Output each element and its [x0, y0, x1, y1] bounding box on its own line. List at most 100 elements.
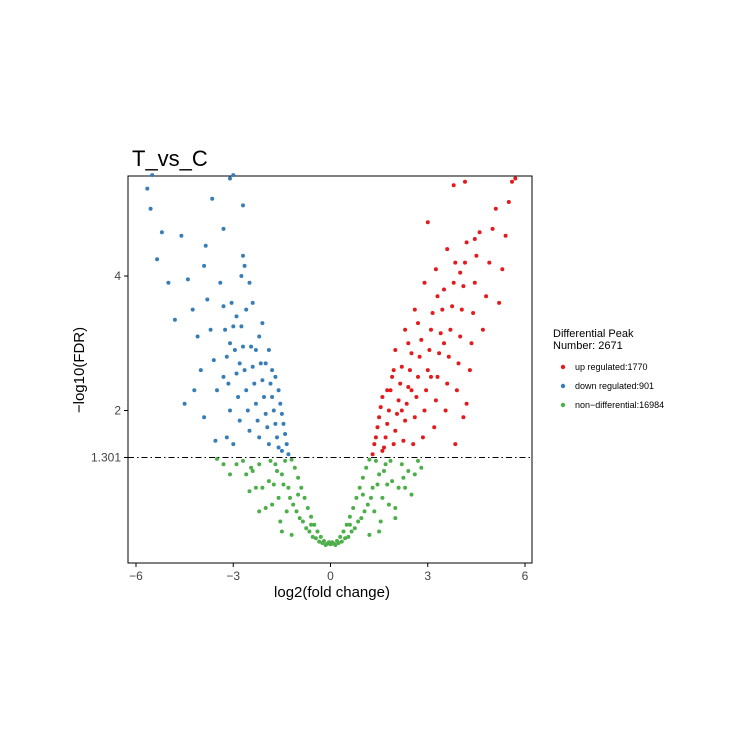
- point-series-0-92: [416, 321, 420, 326]
- legend-title-line2: Number: 2671: [553, 340, 623, 352]
- point-series-1-1: [284, 442, 289, 447]
- point-series-0-44: [442, 287, 446, 292]
- point-series-2-5: [338, 534, 343, 539]
- point-series-2-23: [367, 457, 372, 462]
- point-series-0-97: [458, 270, 463, 275]
- point-series-0-99: [433, 267, 438, 272]
- point-series-0-60: [469, 341, 474, 346]
- point-series-0-33: [424, 388, 429, 393]
- point-series-0-34: [425, 368, 430, 373]
- point-series-1-31: [236, 395, 241, 399]
- point-series-0-19: [401, 438, 406, 443]
- point-series-1-17: [258, 361, 263, 366]
- point-series-0-8: [383, 435, 388, 440]
- point-series-1-4: [279, 411, 284, 416]
- point-series-1-88: [228, 341, 232, 346]
- point-series-1-43: [211, 358, 216, 363]
- point-series-0-70: [497, 300, 502, 305]
- point-series-0-73: [506, 200, 511, 204]
- point-series-1-30: [237, 418, 242, 423]
- point-series-2-57: [406, 469, 411, 473]
- point-series-0-38: [432, 425, 437, 430]
- points-layer: [145, 173, 518, 547]
- y-tick-0-label: 2: [114, 404, 121, 418]
- point-series-1-35: [229, 300, 234, 305]
- point-series-2-15: [354, 495, 359, 500]
- point-series-2-109: [249, 465, 254, 470]
- point-series-2-47: [390, 479, 395, 484]
- point-series-2-45: [380, 495, 385, 500]
- x-axis-label: log2(fold change): [274, 584, 390, 601]
- point-series-0-63: [474, 253, 479, 258]
- point-series-2-74: [377, 529, 382, 534]
- point-series-1-39: [223, 327, 228, 332]
- point-series-2-18: [299, 485, 304, 490]
- point-series-2-41: [388, 458, 393, 463]
- point-series-2-105: [296, 492, 301, 497]
- point-series-1-15: [262, 395, 266, 399]
- point-series-0-31: [420, 435, 425, 440]
- point-series-2-35: [369, 495, 373, 500]
- point-series-2-33: [362, 509, 367, 514]
- point-series-0-89: [435, 294, 440, 299]
- point-series-1-0: [286, 452, 291, 457]
- point-series-2-56: [260, 485, 265, 490]
- x-tick-label-1: −3: [226, 569, 240, 583]
- point-series-2-10: [312, 522, 317, 527]
- point-series-2-51: [378, 519, 383, 524]
- point-series-2-43: [372, 509, 377, 514]
- point-series-0-69: [493, 206, 498, 211]
- point-series-0-30: [419, 337, 424, 342]
- point-series-0-87: [385, 388, 390, 393]
- point-series-2-99: [419, 465, 424, 470]
- point-series-2-75: [393, 516, 398, 521]
- point-series-1-57: [145, 186, 150, 191]
- point-series-1-83: [202, 415, 207, 420]
- point-series-1-32: [234, 371, 239, 376]
- point-series-2-94: [279, 472, 284, 477]
- x-axis: −6 −3 0 3 6: [129, 563, 529, 583]
- point-series-0-51: [453, 260, 458, 265]
- point-series-2-53: [386, 502, 391, 507]
- point-series-2-79: [333, 543, 338, 547]
- point-series-0-4: [377, 415, 382, 420]
- point-series-2-12: [309, 514, 314, 519]
- point-series-1-8: [273, 421, 278, 426]
- point-series-2-27: [343, 536, 348, 541]
- point-series-0-17: [398, 381, 403, 386]
- point-series-0-18: [399, 364, 404, 369]
- point-series-0-98: [472, 237, 477, 241]
- point-series-2-89: [365, 502, 370, 507]
- point-series-1-34: [231, 324, 236, 329]
- point-series-0-37: [430, 311, 435, 315]
- point-series-2-49: [399, 462, 404, 467]
- point-series-1-75: [244, 307, 249, 312]
- point-series-2-108: [401, 475, 406, 480]
- point-series-2-59: [416, 458, 420, 463]
- point-series-2-55: [396, 485, 401, 490]
- point-series-2-17: [357, 485, 362, 490]
- point-series-0-5: [378, 405, 383, 410]
- point-series-2-16: [302, 495, 307, 500]
- point-series-0-14: [393, 428, 398, 433]
- point-series-0-26: [412, 415, 417, 420]
- point-series-1-49: [190, 307, 195, 312]
- point-series-2-96: [273, 462, 278, 467]
- point-series-1-27: [242, 368, 247, 373]
- point-series-1-52: [172, 317, 177, 322]
- point-series-2-44: [284, 509, 289, 514]
- point-series-0-10: [386, 408, 391, 413]
- point-series-1-21: [252, 381, 257, 386]
- point-series-0-94: [406, 341, 411, 346]
- point-series-0-27: [414, 395, 419, 399]
- point-series-1-5: [278, 401, 283, 406]
- point-series-1-28: [241, 344, 245, 349]
- point-series-1-62: [210, 196, 215, 201]
- point-series-0-28: [416, 374, 420, 379]
- x-tick-label-2: 0: [327, 569, 334, 583]
- point-series-2-69: [221, 462, 226, 467]
- point-series-0-67: [487, 260, 492, 265]
- point-series-2-63: [403, 485, 408, 490]
- point-series-0-93: [391, 368, 396, 373]
- point-series-1-18: [257, 435, 262, 440]
